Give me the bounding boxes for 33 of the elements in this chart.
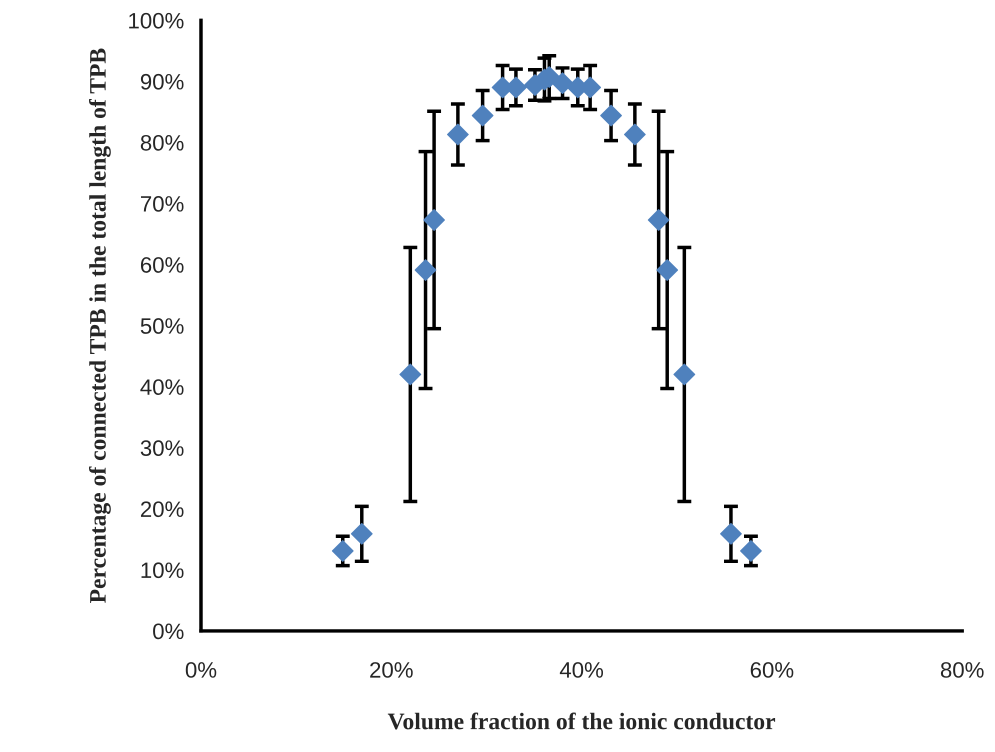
point (423, 209, 445, 231)
y-tick-label: 0% (153, 623, 184, 640)
y-tick-label: 10% (142, 562, 184, 578)
point (720, 522, 742, 545)
y-tick-label: 20% (140, 501, 184, 518)
point (399, 364, 422, 386)
point (648, 209, 670, 231)
point (414, 259, 436, 281)
point (600, 104, 622, 126)
y-axis-title: Percentage of connected TPB in the total length of TPB (88, 48, 111, 603)
y-tick-label: 80% (140, 134, 184, 151)
point (447, 124, 469, 146)
x-tick-label: 40% (560, 662, 604, 678)
y-tick-label: 90% (140, 74, 184, 90)
x-tick-label: 60% (750, 662, 794, 678)
y-tick-label: 50% (140, 318, 184, 334)
point (350, 522, 373, 545)
point (740, 540, 762, 562)
point (552, 72, 574, 94)
point (673, 364, 696, 386)
point (472, 104, 494, 126)
x-tick-label: 80% (940, 662, 984, 678)
x-tick-label: 20% (370, 662, 413, 678)
y-tick-label: 100% (129, 12, 184, 29)
point (656, 259, 678, 281)
x-axis-title: Volume fraction of the ionic conductor (388, 712, 776, 730)
y-tick-label: 70% (140, 196, 184, 212)
y-tick-label: 30% (140, 440, 184, 456)
y-tick-label: 60% (140, 257, 184, 273)
point (624, 124, 646, 146)
point (332, 540, 354, 562)
y-tick-label: 40% (140, 379, 184, 395)
x-tick-label: 0% (186, 662, 216, 678)
